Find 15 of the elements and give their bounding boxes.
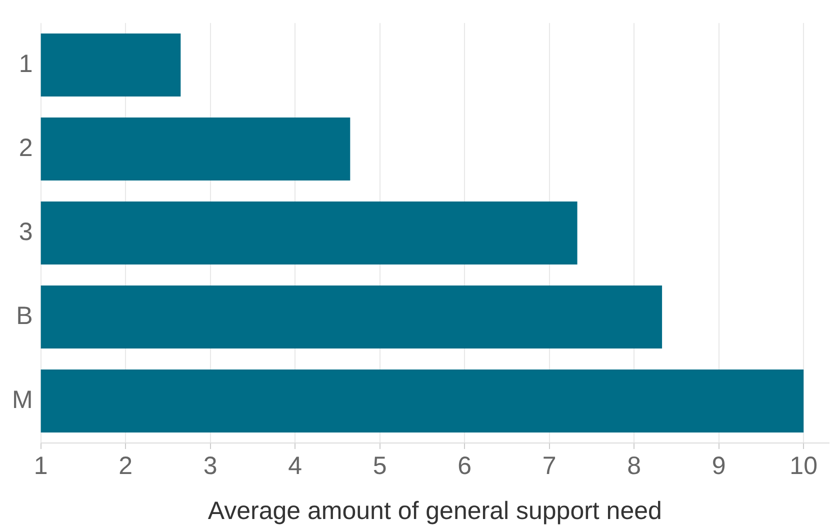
y-tick-label: B bbox=[16, 302, 33, 330]
x-tick-label: 5 bbox=[372, 452, 387, 480]
x-tick-label: 4 bbox=[288, 452, 302, 480]
y-tick-label: 2 bbox=[18, 134, 33, 162]
x-tick-label: 9 bbox=[712, 452, 726, 480]
y-tick-label: 1 bbox=[18, 50, 33, 78]
x-axis-title: Average amount of general support need bbox=[208, 496, 662, 525]
y-tick-label: M bbox=[12, 386, 33, 414]
x-tick-label: 10 bbox=[790, 452, 818, 480]
y-tick-label: 3 bbox=[18, 218, 33, 246]
x-tick-label: 3 bbox=[203, 452, 218, 480]
x-tick-label: 2 bbox=[118, 452, 133, 480]
x-tick-label: 6 bbox=[458, 452, 472, 480]
x-tick-label: 8 bbox=[627, 452, 642, 480]
x-tick-label: 7 bbox=[542, 452, 556, 480]
